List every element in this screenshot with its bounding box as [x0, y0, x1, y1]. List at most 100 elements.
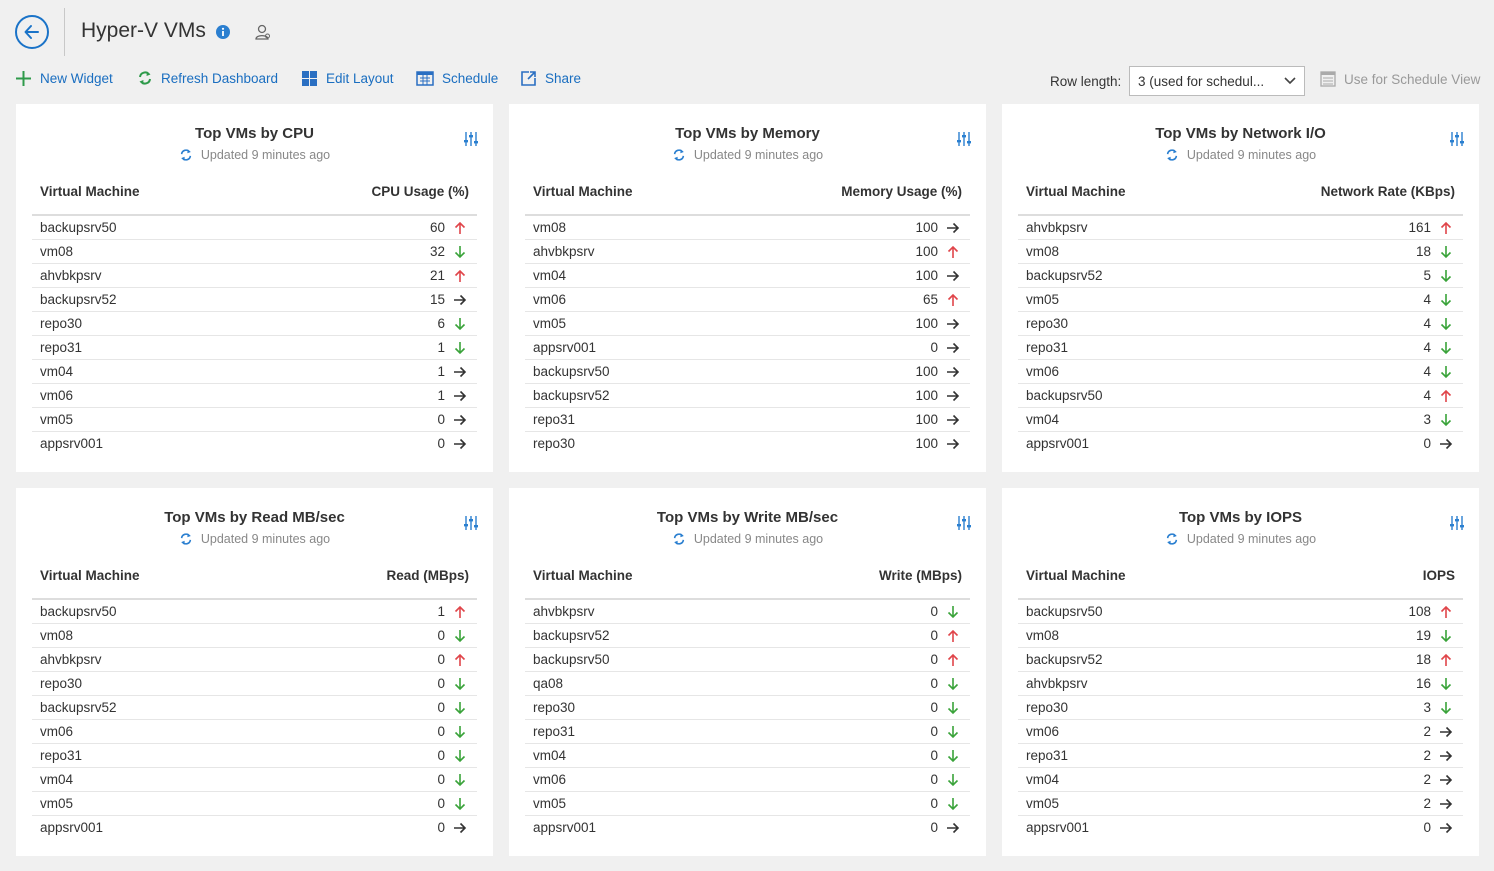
table-row[interactable]: backupsrv52 5: [1018, 264, 1463, 288]
table-row[interactable]: backupsrv52 15: [32, 288, 477, 312]
table-row[interactable]: vm08 32: [32, 240, 477, 264]
table-row[interactable]: qa08 0: [525, 672, 970, 696]
widget-settings-icon[interactable]: [464, 515, 478, 531]
refresh-icon[interactable]: [672, 532, 686, 546]
refresh-icon[interactable]: [1165, 532, 1179, 546]
widget-settings-icon[interactable]: [957, 515, 971, 531]
table-row[interactable]: appsrv001 0: [32, 816, 477, 840]
table-row[interactable]: repo30 0: [32, 672, 477, 696]
new-widget-button[interactable]: New Widget: [15, 70, 113, 87]
column-header-vm[interactable]: Virtual Machine: [533, 568, 633, 583]
table-row[interactable]: vm04 0: [32, 768, 477, 792]
column-header-metric[interactable]: Write (MBps): [879, 568, 962, 583]
table-row[interactable]: backupsrv50 108: [1018, 600, 1463, 624]
use-for-schedule-view-toggle[interactable]: Use for Schedule View: [1320, 71, 1480, 87]
table-row[interactable]: backupsrv52 18: [1018, 648, 1463, 672]
refresh-icon[interactable]: [179, 532, 193, 546]
table-row[interactable]: repo30 6: [32, 312, 477, 336]
column-header-metric[interactable]: Network Rate (KBps): [1320, 184, 1455, 199]
column-header-vm[interactable]: Virtual Machine: [40, 568, 140, 583]
table-row[interactable]: vm05 4: [1018, 288, 1463, 312]
table-row[interactable]: vm08 100: [525, 216, 970, 240]
widget-settings-icon[interactable]: [464, 131, 478, 147]
table-row[interactable]: repo31 4: [1018, 336, 1463, 360]
table-row[interactable]: appsrv001 0: [525, 336, 970, 360]
table-row[interactable]: appsrv001 0: [525, 816, 970, 840]
arrow-up-icon: [1440, 221, 1452, 234]
table-row[interactable]: vm05 0: [525, 792, 970, 816]
refresh-dashboard-button[interactable]: Refresh Dashboard: [137, 70, 278, 86]
table-row[interactable]: vm05 0: [32, 792, 477, 816]
user-share-icon[interactable]: [254, 23, 272, 41]
schedule-button[interactable]: Schedule: [416, 70, 498, 86]
table-row[interactable]: repo30 100: [525, 432, 970, 456]
table-row[interactable]: vm06 1: [32, 384, 477, 408]
table-row[interactable]: backupsrv50 1: [32, 600, 477, 624]
table-row[interactable]: appsrv001 0: [1018, 816, 1463, 840]
table-row[interactable]: repo31 0: [525, 720, 970, 744]
back-button[interactable]: [15, 15, 49, 49]
refresh-icon[interactable]: [672, 148, 686, 162]
table-row[interactable]: vm04 0: [525, 744, 970, 768]
table-row[interactable]: backupsrv50 60: [32, 216, 477, 240]
table-row[interactable]: repo30 4: [1018, 312, 1463, 336]
table-row[interactable]: backupsrv52 0: [525, 624, 970, 648]
table-row[interactable]: vm04 2: [1018, 768, 1463, 792]
table-row[interactable]: backupsrv52 0: [32, 696, 477, 720]
column-header-metric[interactable]: Read (MBps): [386, 568, 469, 583]
table-row[interactable]: repo31 2: [1018, 744, 1463, 768]
table-row[interactable]: vm04 1: [32, 360, 477, 384]
widget-settings-icon[interactable]: [1450, 515, 1464, 531]
table-row[interactable]: backupsrv50 0: [525, 648, 970, 672]
table-row[interactable]: repo31 100: [525, 408, 970, 432]
table-row[interactable]: repo31 1: [32, 336, 477, 360]
table-row[interactable]: appsrv001 0: [1018, 432, 1463, 456]
table-row[interactable]: repo30 3: [1018, 696, 1463, 720]
table-row[interactable]: vm04 100: [525, 264, 970, 288]
table-row[interactable]: vm06 0: [525, 768, 970, 792]
table-row[interactable]: repo31 0: [32, 744, 477, 768]
column-header-metric[interactable]: CPU Usage (%): [371, 184, 469, 199]
table-row[interactable]: backupsrv50 100: [525, 360, 970, 384]
column-header-metric[interactable]: IOPS: [1422, 568, 1455, 583]
column-header-vm[interactable]: Virtual Machine: [1026, 184, 1126, 199]
edit-layout-button[interactable]: Edit Layout: [301, 70, 394, 87]
share-button[interactable]: Share: [520, 70, 581, 87]
widget-settings-icon[interactable]: [1450, 131, 1464, 147]
column-header-vm[interactable]: Virtual Machine: [1026, 568, 1126, 583]
table-row[interactable]: appsrv001 0: [32, 432, 477, 456]
table-row[interactable]: backupsrv52 100: [525, 384, 970, 408]
column-header-vm[interactable]: Virtual Machine: [533, 184, 633, 199]
table-row[interactable]: vm05 100: [525, 312, 970, 336]
table-row[interactable]: vm06 0: [32, 720, 477, 744]
column-header-vm[interactable]: Virtual Machine: [40, 184, 140, 199]
table-row[interactable]: vm05 0: [32, 408, 477, 432]
table-row[interactable]: vm04 3: [1018, 408, 1463, 432]
metric-value: 0: [437, 676, 445, 691]
widget-settings-icon[interactable]: [957, 131, 971, 147]
vm-name: ahvbkpsrv: [533, 604, 595, 619]
metric-value: 2: [1423, 724, 1431, 739]
table-row[interactable]: vm08 18: [1018, 240, 1463, 264]
table-row[interactable]: vm06 2: [1018, 720, 1463, 744]
table-row[interactable]: vm08 19: [1018, 624, 1463, 648]
table-row[interactable]: ahvbkpsrv 0: [32, 648, 477, 672]
refresh-icon[interactable]: [179, 148, 193, 162]
table-row[interactable]: ahvbkpsrv 0: [525, 600, 970, 624]
arrow-up-icon: [454, 653, 466, 666]
table-row[interactable]: ahvbkpsrv 21: [32, 264, 477, 288]
table-row[interactable]: backupsrv50 4: [1018, 384, 1463, 408]
table-row[interactable]: ahvbkpsrv 100: [525, 240, 970, 264]
arrow-right-icon: [1440, 822, 1453, 834]
info-icon[interactable]: [216, 25, 230, 39]
table-row[interactable]: ahvbkpsrv 161: [1018, 216, 1463, 240]
refresh-icon[interactable]: [1165, 148, 1179, 162]
table-row[interactable]: ahvbkpsrv 16: [1018, 672, 1463, 696]
table-row[interactable]: repo30 0: [525, 696, 970, 720]
table-row[interactable]: vm06 65: [525, 288, 970, 312]
table-row[interactable]: vm05 2: [1018, 792, 1463, 816]
column-header-metric[interactable]: Memory Usage (%): [841, 184, 962, 199]
row-length-select[interactable]: 3 (used for schedul...: [1129, 66, 1305, 96]
table-row[interactable]: vm08 0: [32, 624, 477, 648]
table-row[interactable]: vm06 4: [1018, 360, 1463, 384]
